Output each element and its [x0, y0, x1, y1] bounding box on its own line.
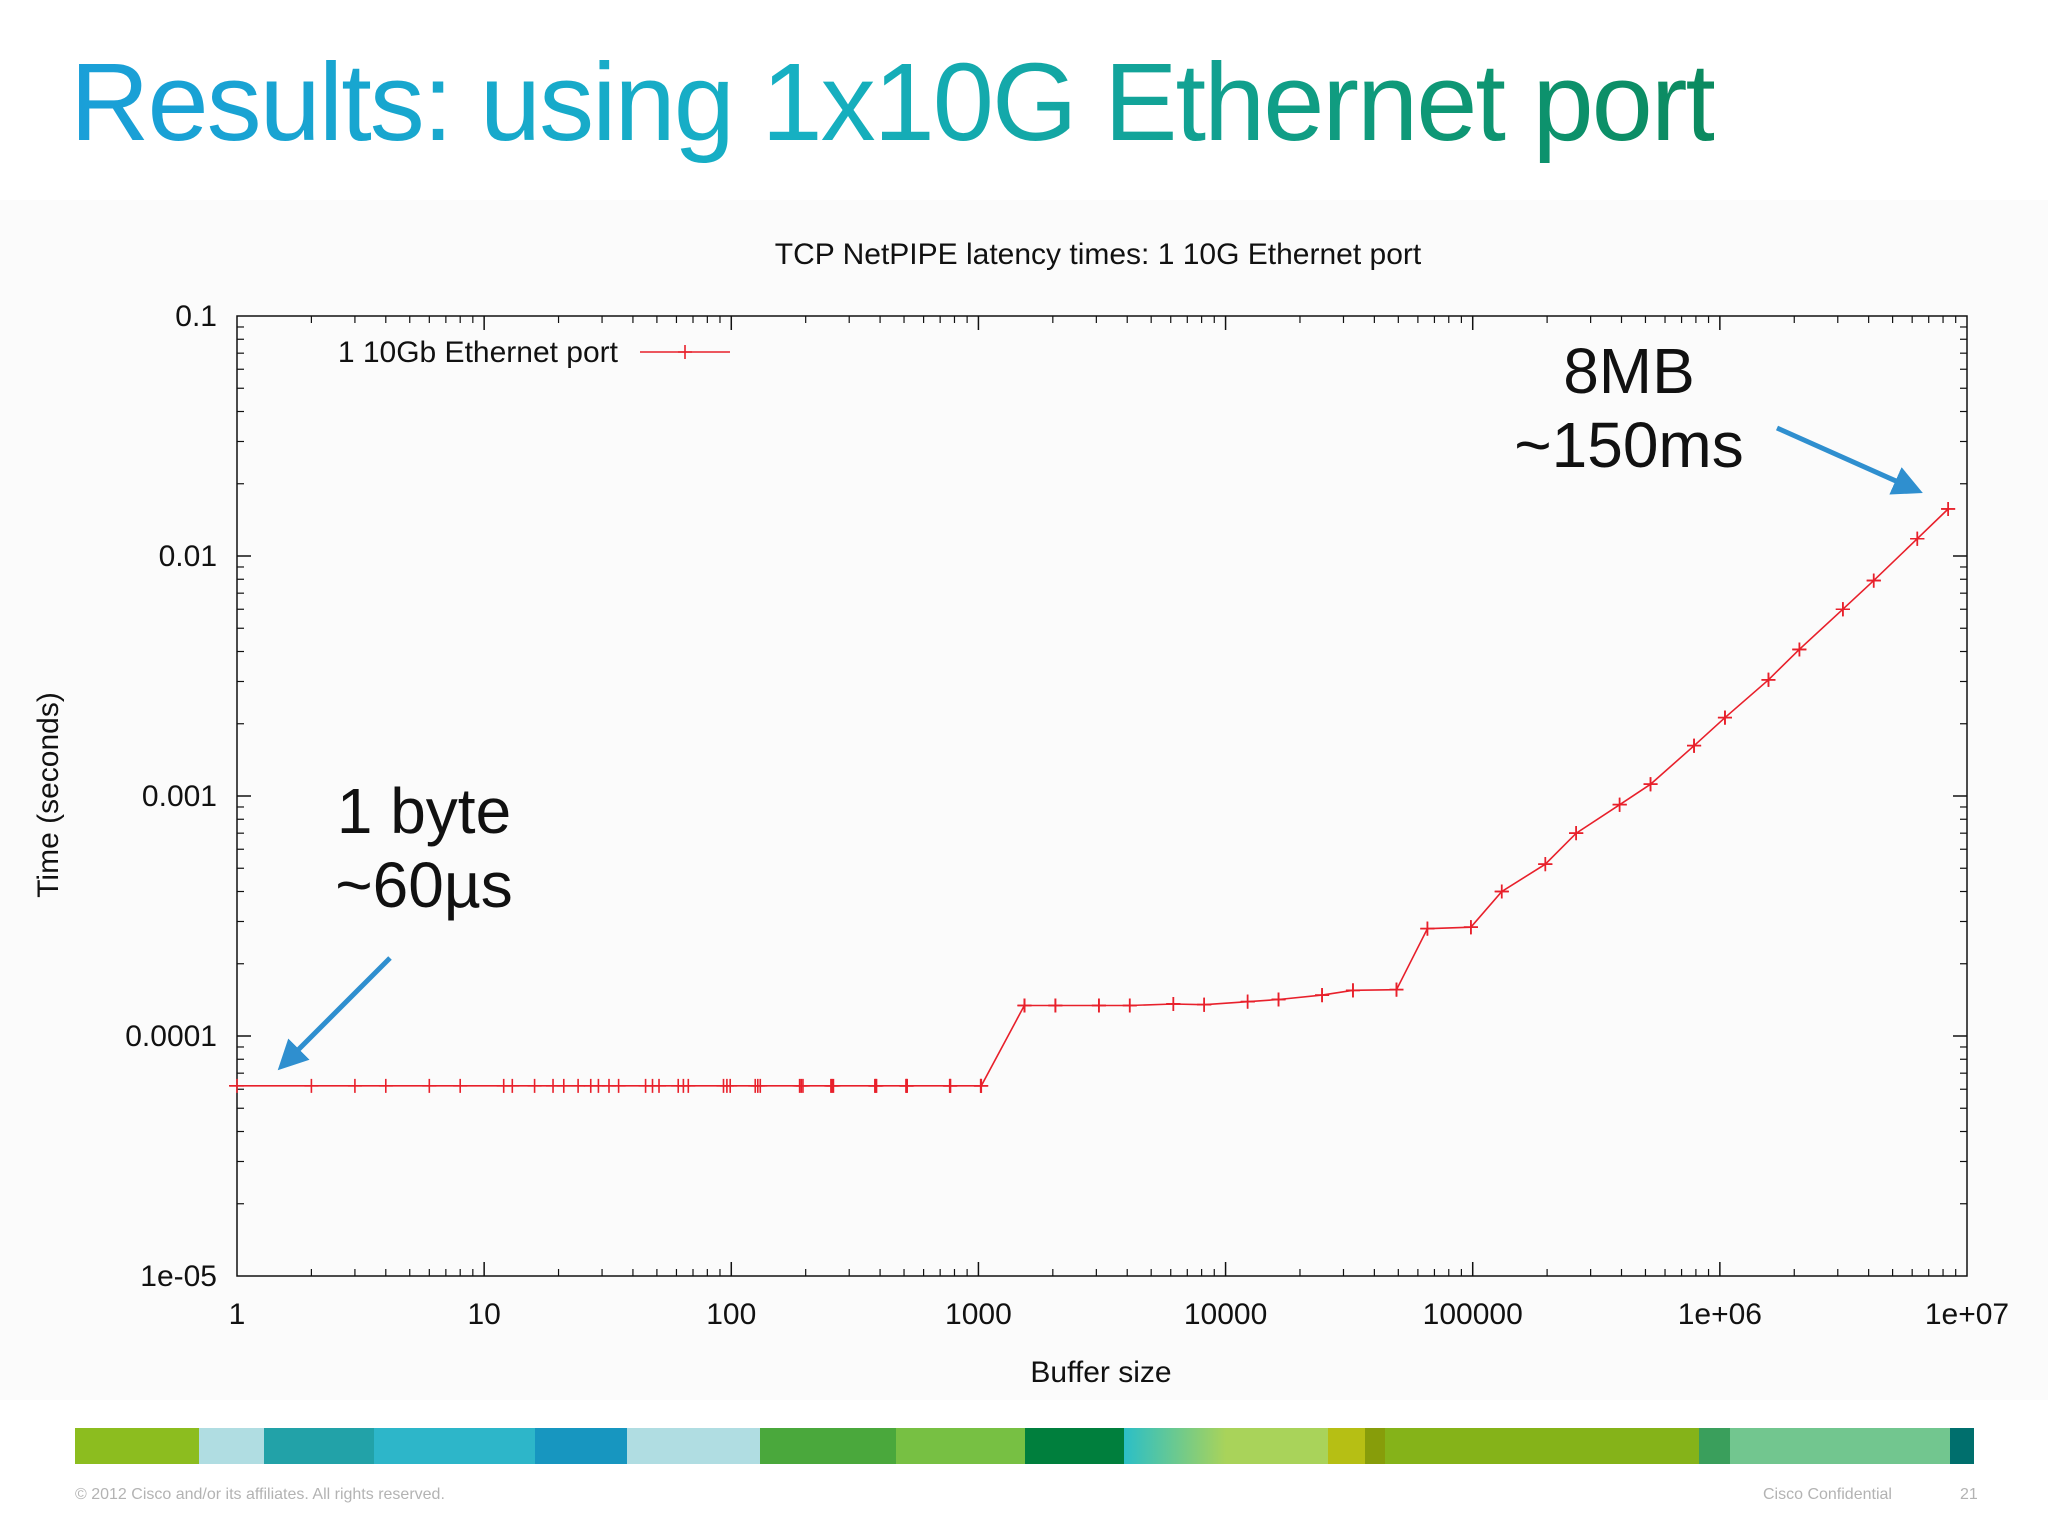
brand-bar-segment: [534, 1428, 627, 1464]
brand-bar-segment: [1365, 1428, 1385, 1464]
data-point: [1910, 531, 1925, 546]
x-tick-label: 1: [229, 1298, 246, 1331]
data-point: [826, 1078, 841, 1093]
legend-label: 1 10Gb Ethernet port: [338, 336, 619, 369]
y-tick-label: 0.0001: [125, 1020, 217, 1053]
brand-bar-segment: [760, 1428, 896, 1464]
x-tick-label: 100: [706, 1298, 756, 1331]
brand-bar-segment: [198, 1428, 264, 1464]
data-point: [1271, 992, 1286, 1007]
chart-title: TCP NetPIPE latency times: 1 10G Etherne…: [775, 238, 1422, 271]
data-point: [1389, 982, 1404, 997]
data-point: [347, 1078, 362, 1093]
brand-bar-segment: [1225, 1428, 1328, 1464]
data-point: [1612, 797, 1627, 812]
data-point: [422, 1078, 437, 1093]
data-point: [1092, 998, 1106, 1013]
y-tick-label: 0.01: [159, 540, 217, 573]
y-tick-label: 1e-05: [140, 1260, 217, 1293]
copyright-footer: © 2012 Cisco and/or its affiliates. All …: [75, 1486, 445, 1503]
y-axis-label: Time (seconds): [32, 692, 65, 898]
brand-bar-segment: [373, 1428, 535, 1464]
data-point: [571, 1078, 586, 1093]
data-point: [1315, 988, 1330, 1003]
data-point: [1166, 996, 1181, 1011]
data-point: [527, 1078, 542, 1093]
data-point: [230, 1078, 244, 1093]
data-point: [753, 1078, 768, 1093]
data-point: [1240, 994, 1255, 1009]
brand-bar-segment: [1123, 1428, 1226, 1464]
data-point: [652, 1078, 667, 1093]
data-point: [1569, 826, 1584, 841]
data-point: [1122, 998, 1137, 1013]
data-point: [1420, 921, 1435, 936]
annotation-1byte-label: 1 byte: [337, 775, 511, 847]
data-point: [1643, 777, 1658, 792]
brand-bar-segment: [1025, 1428, 1124, 1464]
data-point: [1835, 602, 1850, 617]
annotation-8mb-label: 8MB: [1563, 335, 1695, 407]
x-tick-label: 1e+07: [1925, 1298, 2009, 1331]
x-tick-label: 1e+06: [1678, 1298, 1762, 1331]
data-point: [1197, 997, 1212, 1012]
data-point: [378, 1078, 393, 1093]
data-point: [505, 1078, 520, 1093]
data-point: [1866, 573, 1881, 588]
data-point: [1761, 672, 1776, 687]
brand-bar-segment: [895, 1428, 1026, 1464]
data-point: [611, 1078, 626, 1093]
confidential-footer: Cisco Confidential: [1763, 1486, 1892, 1503]
data-point: [1717, 710, 1732, 725]
brand-bar-segment: [1699, 1428, 1731, 1464]
brand-bar-segment: [626, 1428, 761, 1464]
y-tick-label: 0.001: [142, 780, 217, 813]
annotation-8mb-value: ~150ms: [1514, 409, 1743, 481]
data-point: [1687, 738, 1702, 753]
annotation-8mb-arrow: [1775, 425, 1923, 495]
data-point: [1017, 998, 1032, 1013]
annotation-1byte-value: ~60µs: [335, 849, 512, 921]
brand-color-bar: [75, 1428, 1974, 1464]
x-axis-label: Buffer size: [1030, 1356, 1171, 1389]
data-point: [1792, 642, 1807, 657]
data-point: [453, 1078, 468, 1093]
slide-title: Results: using 1x10G Ethernet port: [70, 40, 1716, 167]
y-tick-label: 0.1: [175, 300, 217, 333]
data-point: [900, 1078, 915, 1093]
data-point: [304, 1078, 319, 1093]
data-point: [795, 1078, 810, 1093]
data-point: [1494, 884, 1509, 899]
data-point: [1048, 998, 1063, 1013]
brand-bar-segment: [1730, 1428, 1951, 1464]
data-point: [1345, 983, 1360, 998]
legend-marker: [678, 345, 692, 359]
data-point: [556, 1078, 571, 1093]
data-point: [1538, 857, 1553, 872]
data-point: [723, 1078, 738, 1093]
x-tick-label: 10000: [1184, 1298, 1267, 1331]
x-tick-label: 1000: [945, 1298, 1012, 1331]
x-tick-label: 10: [467, 1298, 500, 1331]
data-point: [681, 1078, 696, 1093]
data-point: [869, 1078, 884, 1093]
data-point: [974, 1078, 989, 1093]
data-point: [943, 1078, 958, 1093]
data-point: [1941, 501, 1956, 516]
x-tick-label: 100000: [1423, 1298, 1523, 1331]
brand-bar-segment: [1950, 1428, 1974, 1464]
annotation-1byte-arrow: [277, 956, 392, 1071]
brand-bar-segment: [1384, 1428, 1700, 1464]
data-point: [1463, 920, 1478, 935]
brand-bar-segment: [1327, 1428, 1366, 1464]
brand-bar-segment: [75, 1428, 199, 1464]
brand-bar-segment: [263, 1428, 374, 1464]
page-number: 21: [1960, 1486, 1978, 1503]
latency-chart: TCP NetPIPE latency times: 1 10G Etherne…: [0, 200, 2048, 1400]
